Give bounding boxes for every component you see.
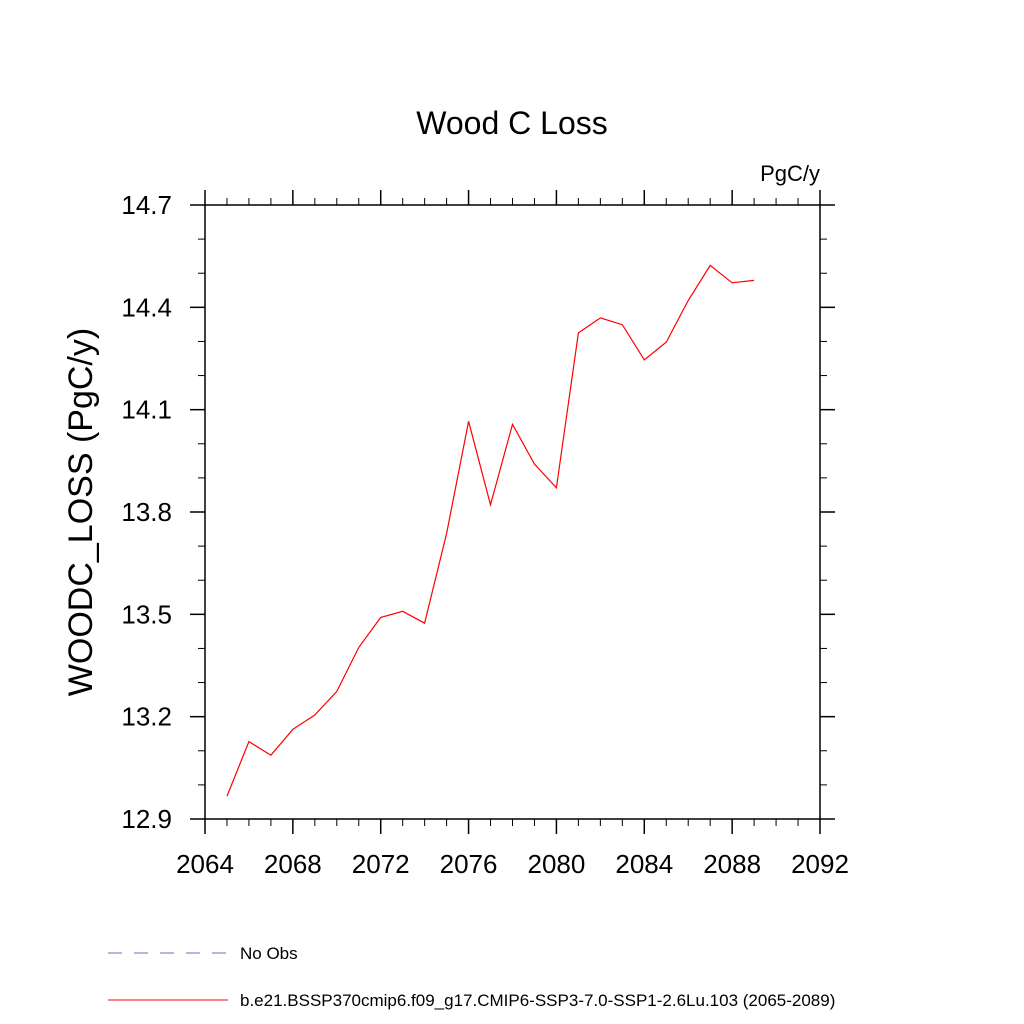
legend-label-model: b.e21.BSSP370cmip6.f09_g17.CMIP6-SSP3-7.… — [240, 991, 835, 1010]
y-tick-label: 12.9 — [121, 804, 172, 834]
x-tick-label: 2068 — [264, 849, 322, 879]
y-tick-label: 14.4 — [121, 292, 172, 322]
y-tick-label: 13.2 — [121, 702, 172, 732]
x-tick-label: 2088 — [703, 849, 761, 879]
x-tick-label: 2076 — [440, 849, 498, 879]
chart-title: Wood C Loss — [416, 105, 608, 141]
x-tick-label: 2080 — [528, 849, 586, 879]
legend: No Obs b.e21.BSSP370cmip6.f09_g17.CMIP6-… — [108, 944, 835, 1010]
series-line — [226, 264, 755, 797]
y-axis-label: WOODC_LOSS (PgC/y) — [62, 328, 100, 696]
units-label: PgC/y — [760, 161, 820, 186]
series-layer — [226, 264, 755, 797]
legend-label-no-obs: No Obs — [240, 944, 298, 963]
x-tick-label: 2064 — [176, 849, 234, 879]
y-tick-label: 14.7 — [121, 190, 172, 220]
y-tick-label: 13.8 — [121, 497, 172, 527]
axis-tick-labels: 2064 2068 2072 2076 2080 2084 2088 2092 12.9 13.2… — [121, 190, 849, 879]
x-tick-label: 2084 — [615, 849, 673, 879]
axis-ticks — [190, 190, 835, 834]
x-tick-label: 2072 — [352, 849, 410, 879]
y-tick-label: 14.1 — [121, 395, 172, 425]
y-tick-label: 13.5 — [121, 599, 172, 629]
x-tick-label: 2092 — [791, 849, 849, 879]
